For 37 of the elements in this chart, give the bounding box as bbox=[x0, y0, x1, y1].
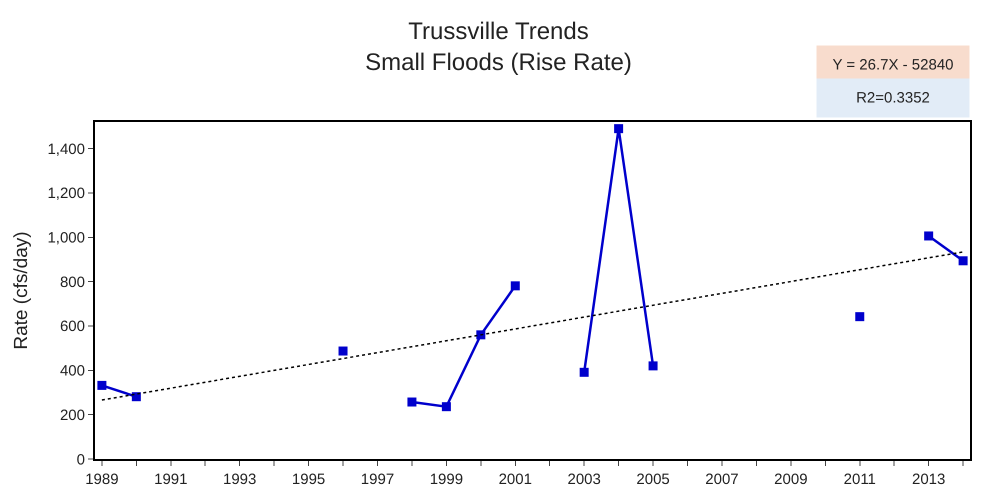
point bbox=[338, 346, 348, 356]
y-tick-label: 800 bbox=[60, 274, 85, 291]
x-tick-label: 1991 bbox=[154, 471, 188, 488]
point bbox=[958, 256, 968, 266]
point bbox=[614, 124, 624, 134]
x-tick-label: 2009 bbox=[774, 471, 808, 488]
text: Y = 26.7X - 52840 bbox=[832, 56, 954, 74]
point bbox=[476, 330, 486, 340]
point bbox=[855, 312, 864, 322]
y-tick-label: 0 bbox=[76, 451, 85, 468]
point bbox=[442, 402, 451, 412]
chart-title: Trussville Trends Small Floods (Rise Rate) bbox=[365, 18, 632, 76]
y-tick-label: 200 bbox=[60, 406, 85, 424]
y-axis-title: Rate (cfs/day) bbox=[10, 231, 32, 350]
y-tick-label: 600 bbox=[60, 318, 85, 336]
point bbox=[97, 380, 106, 390]
point bbox=[580, 368, 589, 377]
x-tick-label: 1993 bbox=[223, 471, 256, 488]
point bbox=[510, 281, 520, 290]
x-tick-label: 2005 bbox=[636, 471, 670, 488]
x-tick-label: 1997 bbox=[360, 471, 394, 488]
y-tick-label: 400 bbox=[60, 362, 85, 380]
x-tick-label: 1999 bbox=[430, 471, 464, 488]
y-tick-label: 1,000 bbox=[47, 230, 85, 247]
y-tick-label: 1,400 bbox=[47, 140, 85, 158]
y-tick-label: 1,200 bbox=[47, 185, 85, 202]
x-tick-label: 2011 bbox=[844, 471, 876, 488]
x-tick-label: 2013 bbox=[912, 471, 946, 488]
x-tick-label: 2003 bbox=[567, 471, 601, 488]
point bbox=[924, 231, 934, 240]
x-tick-label: 2001 bbox=[498, 471, 532, 488]
text: R2=0.3352 bbox=[856, 90, 930, 106]
point bbox=[407, 398, 416, 407]
x-tick-label: 1989 bbox=[85, 471, 119, 488]
x-tick-label: 2007 bbox=[705, 471, 739, 488]
point bbox=[648, 361, 658, 370]
x-tick-label: 1995 bbox=[292, 471, 326, 488]
